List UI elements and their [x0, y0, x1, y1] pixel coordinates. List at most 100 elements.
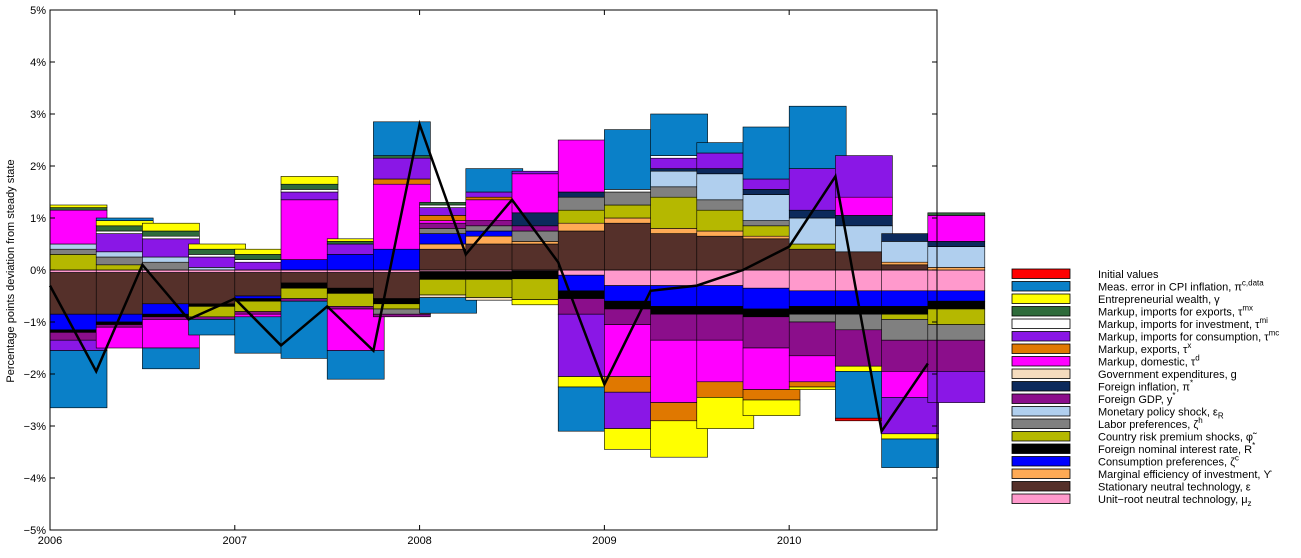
legend-subscript: z — [1248, 499, 1252, 508]
y-tick-label: −5% — [24, 525, 47, 537]
legend-swatch — [1011, 281, 1071, 292]
legend-superscript: * — [1190, 379, 1193, 388]
legend-swatch — [1011, 306, 1071, 317]
y-tick-label: −3% — [24, 421, 47, 433]
bar-segment-19-8 — [927, 339, 986, 372]
legend-swatch — [1011, 431, 1071, 442]
line-series — [48, 119, 929, 435]
legend-subscript: R — [1218, 412, 1224, 421]
y-tick-label: 1% — [30, 213, 46, 225]
legend-swatch — [1011, 368, 1071, 379]
legend-swatch — [1011, 268, 1071, 279]
bar-segment-0-16 — [49, 204, 108, 208]
bar-segment-19-15 — [927, 212, 986, 216]
y-axis-label: Percentage points deviation from steady … — [5, 159, 17, 382]
y-tick-label: −4% — [24, 473, 47, 485]
legend-superscript: d — [1195, 354, 1199, 363]
y-tick-label: 2% — [30, 161, 46, 173]
x-tick-label: 2009 — [592, 535, 616, 547]
legend-swatch — [1011, 468, 1071, 479]
bar-segment-19-7 — [927, 246, 986, 268]
y-tick-label: −2% — [24, 369, 47, 381]
bar-segment-15-12 — [742, 389, 801, 401]
bar-segment-6-17 — [326, 350, 385, 380]
y-tick-label: 0% — [30, 265, 46, 277]
legend-swatch — [1011, 456, 1071, 467]
y-tick-label: 3% — [30, 109, 46, 121]
bar-segment-5-16 — [280, 176, 339, 185]
legend-label: Meas. error in CPI inflation, πc,data — [1098, 279, 1264, 294]
legend-superscript: * — [1252, 441, 1255, 450]
legend-swatch — [1011, 356, 1071, 367]
bar-segment-15-16 — [742, 399, 801, 416]
legend-superscript: mx — [1242, 304, 1253, 313]
bar-segment-0-15 — [49, 207, 108, 211]
legend-superscript: h — [1198, 416, 1202, 425]
legend-label: Foreign inflation, π* — [1098, 379, 1193, 394]
legend-label: Unit−root neutral technology, μz — [1098, 494, 1252, 508]
bar-segment-8-17 — [419, 297, 477, 314]
bar-segment-19-4 — [927, 300, 986, 310]
bar-segment-7-15 — [373, 155, 431, 159]
bar-segment-5-13 — [280, 191, 339, 201]
legend-label: Markup, domestic, τd — [1098, 354, 1200, 369]
bar-segment-7-17 — [373, 121, 431, 156]
bar-segment-2-15 — [142, 230, 200, 237]
bar-segment-19-6 — [927, 324, 986, 341]
legend-label: Country risk premium shocks, φ̃ — [1098, 432, 1257, 444]
bar-segment-19-11 — [927, 215, 986, 242]
x-tick-label: 2006 — [38, 535, 62, 547]
bar-segment-2-14 — [142, 235, 200, 240]
legend-superscript: mc — [1269, 329, 1280, 338]
legend-label: Consumption preferences, ζc — [1098, 454, 1239, 469]
bar-segment-2-16 — [142, 222, 200, 232]
bar-segment-3-16 — [188, 243, 246, 250]
legend-swatch — [1011, 406, 1071, 417]
legend-label: Labor preferences, ζh — [1098, 416, 1203, 431]
legend-label: Marginal efficiency of investment, ϒ — [1098, 469, 1272, 481]
legend-swatch — [1011, 381, 1071, 392]
bar-segment-2-17 — [142, 347, 200, 370]
bar-segment-19-9 — [927, 241, 986, 247]
bar-segment-7-12 — [373, 178, 431, 185]
bar-segment-17-13 — [835, 155, 893, 198]
bar-segment-19-3 — [927, 290, 986, 302]
legend-label: Entrepreneurial wealth, γ — [1098, 294, 1220, 306]
legend-swatch — [1011, 393, 1071, 404]
line-layer — [48, 119, 929, 435]
legend-superscript: c,data — [1242, 279, 1264, 288]
y-tick-label: −1% — [24, 317, 47, 329]
bar-segment-0-17 — [49, 350, 108, 409]
bars-layer — [49, 105, 986, 468]
y-tick-label: 4% — [30, 57, 46, 69]
legend-swatch — [1011, 293, 1071, 304]
legend-swatch — [1011, 418, 1071, 429]
y-tick-label: 5% — [30, 5, 46, 17]
legend-label: Foreign nominal interest rate, R* — [1098, 441, 1255, 456]
bar-segment-17-11 — [835, 196, 893, 216]
legend-superscript: * — [1172, 391, 1175, 400]
bar-segment-1-17 — [95, 217, 154, 221]
legend-swatch — [1011, 481, 1071, 492]
legend-swatch — [1011, 331, 1071, 342]
legend-superscript: mi — [1259, 316, 1268, 325]
legend-swatch — [1011, 343, 1071, 354]
axes-layer: −5% −4% −3% −2% −1% 0% 1% 2% 3% 4% 5% 2006 2007 2008 2… — [24, 5, 937, 547]
bar-segment-18-16 — [881, 433, 939, 440]
bar-segment-19-13 — [927, 371, 986, 403]
x-tick-label: 2010 — [777, 535, 801, 547]
bar-segment-7-8 — [373, 313, 431, 318]
legend-label: Initial values — [1098, 269, 1159, 281]
legend-label: Government expenditures, g — [1098, 369, 1237, 381]
legend-label: Foreign GDP, y* — [1098, 391, 1176, 406]
bar-segment-18-17 — [881, 438, 939, 468]
bar-segment-5-14 — [280, 189, 339, 193]
legend-superscript: c — [1235, 454, 1239, 463]
legend-superscript: x — [1187, 341, 1191, 350]
legend-label: Markup, imports for exports, τmx — [1098, 304, 1253, 319]
legend-swatch — [1011, 493, 1071, 504]
bar-segment-7-13 — [373, 157, 431, 180]
legend-swatch — [1011, 318, 1071, 329]
x-tick-label: 2007 — [223, 535, 247, 547]
